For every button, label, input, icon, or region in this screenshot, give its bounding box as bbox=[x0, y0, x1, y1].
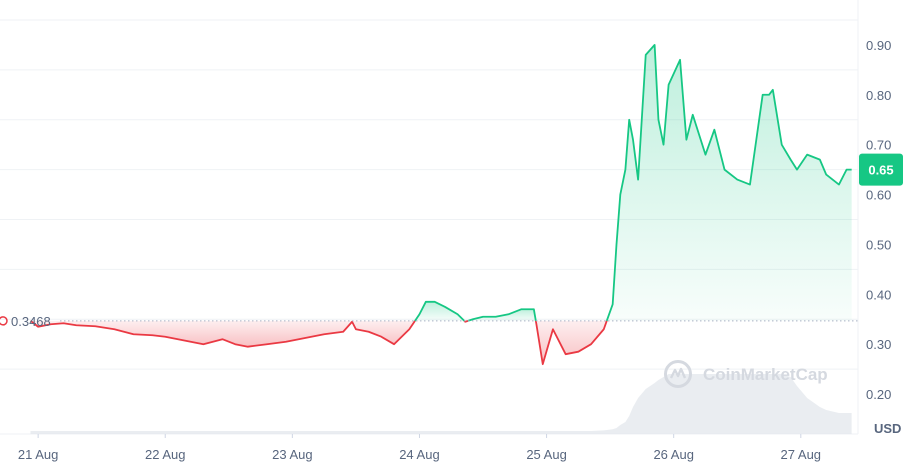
x-tick-label-2: 23 Aug bbox=[272, 447, 313, 462]
line-down-5 bbox=[534, 320, 608, 366]
volume-shape bbox=[30, 374, 852, 434]
y-axis: 0.20 0.30 0.40 0.50 0.60 0.70 0.80 0.90 bbox=[866, 38, 891, 402]
price-line bbox=[29, 43, 852, 366]
y-tick-label-1: 0.30 bbox=[866, 337, 891, 352]
reference-price-label: 0.3468 bbox=[0, 314, 51, 329]
volume-area bbox=[30, 374, 852, 434]
y-tick-label-3: 0.50 bbox=[866, 237, 891, 252]
reference-price-text: 0.3468 bbox=[11, 314, 51, 329]
x-tick-label-4: 25 Aug bbox=[526, 447, 567, 462]
price-area bbox=[30, 44, 852, 365]
x-tick-label-3: 24 Aug bbox=[399, 447, 440, 462]
x-tick-label-0: 21 Aug bbox=[18, 447, 59, 462]
watermark-text: CoinMarketCap bbox=[703, 365, 828, 384]
area-down-1 bbox=[30, 320, 415, 347]
x-tick-label-1: 22 Aug bbox=[145, 447, 186, 462]
area-down-5 bbox=[535, 320, 607, 365]
current-price-badge: 0.65 bbox=[859, 153, 903, 186]
current-price-badge-bg bbox=[859, 153, 903, 186]
line-down-1 bbox=[30, 320, 416, 348]
y-tick-label-4: 0.60 bbox=[866, 188, 891, 203]
reference-marker-icon bbox=[0, 316, 8, 326]
y-tick-label-7: 0.90 bbox=[866, 38, 891, 53]
area-up-4 bbox=[467, 309, 536, 321]
y-tick-label-5: 0.70 bbox=[866, 138, 891, 153]
line-up-6 bbox=[605, 43, 852, 322]
current-price-text: 0.65 bbox=[868, 163, 893, 178]
x-tick-label-6: 27 Aug bbox=[781, 447, 822, 462]
coinmarketcap-watermark: CoinMarketCap bbox=[664, 360, 828, 388]
line-up-4 bbox=[467, 308, 537, 322]
coinmarketcap-logo-icon bbox=[664, 360, 692, 388]
y-axis-unit: USD bbox=[874, 421, 901, 436]
x-axis: 21 Aug 22 Aug 23 Aug 24 Aug 25 Aug 26 Aug 27 A… bbox=[18, 434, 821, 462]
area-up-6 bbox=[606, 44, 852, 321]
line-up-2 bbox=[414, 300, 465, 322]
area-up-2 bbox=[414, 301, 465, 321]
y-tick-label-0: 0.20 bbox=[866, 387, 891, 402]
x-tick-label-5: 26 Aug bbox=[653, 447, 694, 462]
y-tick-label-6: 0.80 bbox=[866, 88, 891, 103]
y-tick-label-2: 0.40 bbox=[866, 287, 891, 302]
